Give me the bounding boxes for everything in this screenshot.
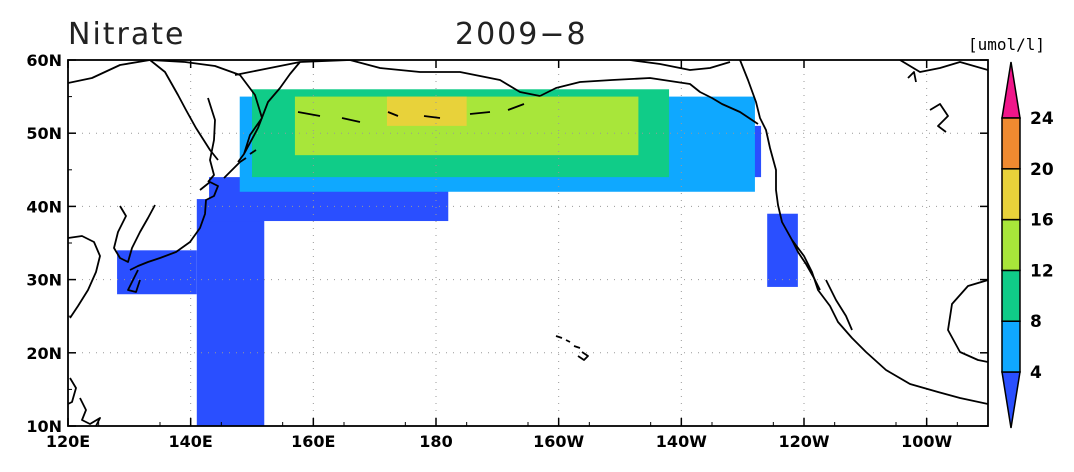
coast-baja	[791, 239, 853, 331]
coast-kyushu	[127, 269, 141, 293]
coast-kurils	[223, 149, 257, 179]
coastlines	[68, 60, 988, 426]
colorbar-label-24: 24	[1030, 109, 1054, 129]
lon-tick-label-160W: 160W	[533, 432, 584, 451]
date-title: 2009−8	[455, 17, 588, 52]
colorbar-extend-min	[1001, 371, 1021, 429]
colorbar-segment-3	[1001, 168, 1021, 221]
lat-tick-label-50N: 50N	[26, 124, 62, 143]
coast-alaska	[349, 60, 759, 125]
coast-gulf-mexico	[947, 279, 988, 363]
nitrate-region-4	[767, 213, 798, 287]
lon-tick-label-160E: 160E	[291, 432, 335, 451]
colorbar-label-4: 4	[1030, 363, 1042, 383]
units-label: [umol/l]	[968, 35, 1045, 54]
lat-tick-label-30N: 30N	[26, 271, 62, 290]
map-axes: 120E 140E 160E 180 160W 140W 120W 100W 10N 20N 30N…	[26, 51, 988, 451]
coast-taiwan	[68, 377, 77, 405]
colorbar-label-8: 8	[1030, 312, 1042, 332]
nitrate-region-8	[386, 96, 467, 126]
colorbar-segment-2	[1001, 218, 1021, 272]
coast-russia-okhotsk	[149, 60, 219, 161]
coast-china	[68, 235, 101, 319]
coast-north-america	[739, 60, 988, 405]
nitrate-region-7	[294, 96, 639, 156]
nitrate-region-0	[196, 199, 265, 426]
lat-tick-label-20N: 20N	[26, 344, 62, 363]
coast-korea	[113, 204, 156, 263]
coast-japan	[129, 181, 219, 271]
coast-hawaii	[555, 335, 589, 361]
coast-canada	[899, 60, 988, 73]
lon-tick-label-120W: 120W	[778, 432, 829, 451]
colorbar-label-16: 16	[1030, 211, 1054, 231]
coast-aleutians	[297, 103, 525, 123]
coast-alaska-north	[629, 60, 731, 71]
lat-tick-label-10N: 10N	[26, 417, 62, 436]
lat-tick-label-40N: 40N	[26, 197, 62, 216]
colorbar-label-20: 20	[1030, 160, 1054, 180]
coast-asia	[68, 60, 351, 163]
lon-tick-label-180: 180	[419, 432, 452, 451]
coast-philippines	[79, 397, 101, 426]
coast-sakhalin	[207, 97, 216, 183]
colorbar-segment-0	[1001, 320, 1021, 373]
map-gridlines	[68, 60, 988, 426]
variable-title: Nitrate	[68, 17, 185, 52]
colorbar-extend-max	[1001, 61, 1021, 119]
lon-tick-label-140E: 140E	[169, 432, 213, 451]
colorbar-label-12: 12	[1030, 261, 1054, 281]
nitrate-field	[117, 89, 798, 426]
lon-tick-label-140W: 140W	[656, 432, 707, 451]
coast-small-islands	[907, 71, 949, 133]
colorbar-segment-1	[1001, 269, 1021, 322]
lon-tick-label-120E: 120E	[46, 432, 90, 451]
colorbar-segment-4	[1001, 117, 1021, 170]
lon-tick-label-100W: 100W	[901, 432, 952, 451]
colorbar: 4 8 12 16 20 24	[1001, 61, 1054, 429]
lat-tick-label-60N: 60N	[26, 51, 62, 70]
